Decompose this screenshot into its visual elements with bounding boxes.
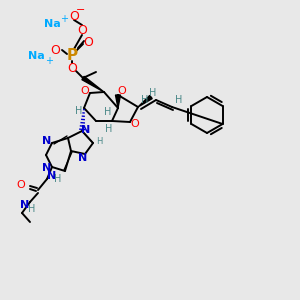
Text: H: H: [105, 124, 113, 134]
Text: +: +: [45, 56, 53, 66]
Text: H: H: [141, 95, 149, 105]
Text: N: N: [42, 163, 52, 173]
Text: +: +: [60, 14, 68, 24]
Text: O: O: [77, 23, 87, 37]
Text: N: N: [42, 136, 52, 146]
Text: O: O: [83, 35, 93, 49]
Text: O: O: [69, 10, 79, 22]
Text: O: O: [118, 86, 126, 96]
Polygon shape: [82, 76, 104, 92]
Text: O: O: [130, 119, 140, 129]
Text: H: H: [149, 88, 157, 98]
Text: H: H: [28, 204, 36, 214]
Polygon shape: [116, 95, 121, 108]
Text: O: O: [67, 61, 77, 74]
Text: H: H: [96, 136, 102, 146]
Polygon shape: [138, 95, 152, 107]
Text: N: N: [81, 125, 91, 135]
Text: N: N: [78, 153, 88, 163]
Text: H: H: [54, 174, 62, 184]
Text: −: −: [76, 5, 86, 15]
Text: N: N: [20, 200, 30, 210]
Text: H: H: [75, 106, 83, 116]
Text: Na: Na: [28, 51, 44, 61]
Text: Na: Na: [44, 19, 60, 29]
Text: N: N: [47, 171, 57, 181]
Text: O: O: [81, 86, 89, 96]
Text: O: O: [50, 44, 60, 56]
Text: O: O: [16, 180, 26, 190]
Text: P: P: [66, 47, 78, 62]
Text: H: H: [104, 107, 112, 117]
Text: H: H: [175, 95, 183, 105]
